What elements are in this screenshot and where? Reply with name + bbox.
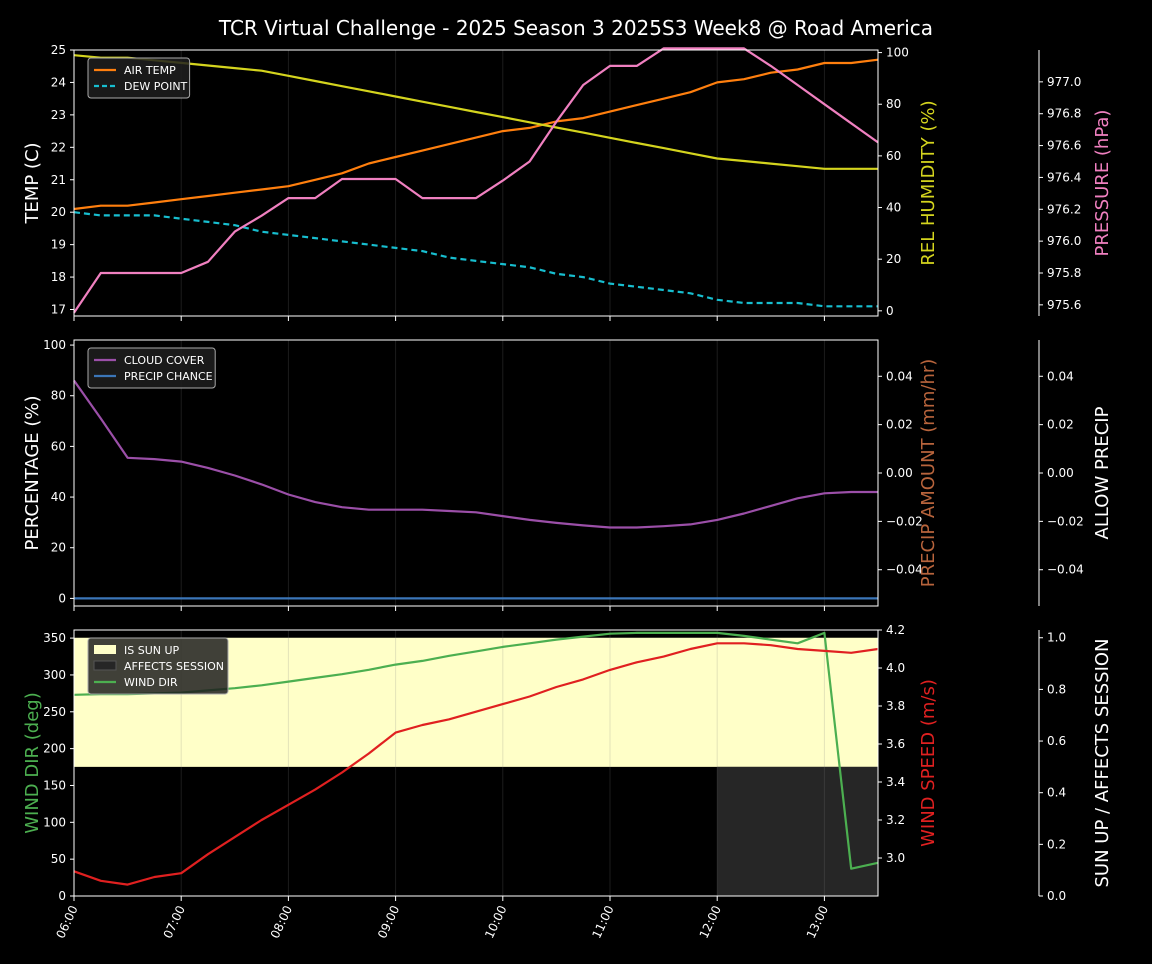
- left-tick-label: 350: [43, 631, 66, 645]
- right-axis-label: PRECIP AMOUNT (mm/hr): [918, 359, 939, 588]
- right-tick-label: 0: [886, 304, 894, 318]
- legend-frame: [87, 57, 191, 99]
- plot-frame: [73, 49, 879, 317]
- right-axis-label: REL HUMIDITY (%): [918, 100, 939, 265]
- right-tick-label: 3.0: [886, 851, 905, 865]
- legend-label: DEW POINT: [124, 80, 188, 93]
- left-tick-label: 18: [51, 270, 66, 284]
- far-tick-label: 976.2: [1047, 202, 1081, 216]
- far-tick-label: 976.4: [1047, 170, 1081, 184]
- right-tick-label: 60: [886, 149, 901, 163]
- right-axis-label: WIND SPEED (m/s): [918, 679, 939, 847]
- left-tick-label: 0: [58, 591, 66, 605]
- right-tick-label: 3.2: [886, 813, 905, 827]
- far-tick-label: 977.0: [1047, 75, 1081, 89]
- far-tick-label: 975.6: [1047, 298, 1081, 312]
- far-tick-label: −0.04: [1047, 563, 1084, 577]
- plot-frame: [73, 629, 879, 897]
- legend-swatch: [94, 645, 116, 654]
- legend-swatch: [93, 660, 117, 671]
- left-tick-label: 150: [43, 778, 66, 792]
- legend-frame: [87, 347, 216, 389]
- far-tick-label: 0.6: [1047, 734, 1066, 748]
- far-tick-label: 0.2: [1047, 837, 1066, 851]
- left-tick-label: 25: [51, 43, 66, 57]
- right-tick-label: 4.0: [886, 661, 905, 675]
- series-wind-speed: [73, 642, 879, 886]
- left-tick-label: 22: [51, 140, 66, 154]
- far-tick-label: 1.0: [1047, 631, 1066, 645]
- chart-title: TCR Virtual Challenge - 2025 Season 3 20…: [218, 16, 933, 40]
- left-axis-label: PERCENTAGE (%): [22, 395, 43, 550]
- panel-cloud: 0 20 40 60 80 100 −0.04 −0.02 0.00 0.02 0.04 −0.04 −…: [22, 338, 1113, 611]
- panel-wind: 0 50 100 150 200 250 300 350 3.0 3.2 3.4 3.6 3.8 4.0 4…: [22, 623, 1113, 941]
- far-axis-label: SUN UP / AFFECTS SESSION: [1092, 638, 1113, 887]
- right-tick-label: 80: [886, 97, 901, 111]
- right-tick-label: 40: [886, 201, 901, 215]
- left-tick-label: 200: [43, 742, 66, 756]
- left-tick-label: 100: [43, 815, 66, 829]
- series-dew-point: [73, 211, 878, 308]
- far-tick-label: 976.6: [1047, 139, 1081, 153]
- left-tick-label: 40: [51, 490, 66, 504]
- far-tick-label: 0.02: [1047, 418, 1074, 432]
- series-cloud-cover: [73, 379, 878, 529]
- series-pressure: [73, 47, 879, 314]
- legend-label: CLOUD COVER: [124, 354, 205, 367]
- left-tick-label: 50: [51, 852, 66, 866]
- left-tick-label: 20: [51, 205, 66, 219]
- left-tick-label: 24: [51, 75, 66, 89]
- far-tick-label: 0.4: [1047, 786, 1066, 800]
- far-tick-label: −0.02: [1047, 514, 1084, 528]
- far-tick-label: 0.00: [1047, 466, 1074, 480]
- left-tick-label: 60: [51, 439, 66, 453]
- legend-label: AIR TEMP: [124, 64, 176, 77]
- series-air-temp: [73, 58, 879, 211]
- far-axis-label: ALLOW PRECIP: [1092, 406, 1113, 539]
- right-tick-label: −0.02: [886, 514, 923, 528]
- legend: CLOUD COVER PRECIP CHANCE: [87, 347, 216, 389]
- legend-frame: [87, 637, 229, 695]
- left-tick-label: 21: [51, 173, 66, 187]
- far-tick-label: 0.8: [1047, 682, 1066, 696]
- left-tick-label: 300: [43, 668, 66, 682]
- right-tick-label: −0.04: [886, 563, 923, 577]
- right-tick-label: 0.00: [886, 466, 913, 480]
- band-affects-session: [717, 766, 878, 896]
- left-axis-label: TEMP (C): [22, 142, 43, 224]
- far-tick-label: 976.8: [1047, 107, 1081, 121]
- left-tick-label: 250: [43, 705, 66, 719]
- left-tick-label: 100: [43, 338, 66, 352]
- legend: AIR TEMP DEW POINT: [87, 57, 191, 99]
- series-rel-humidity: [73, 54, 878, 170]
- far-axis-label: PRESSURE (hPa): [1092, 110, 1113, 257]
- left-tick-label: 17: [51, 303, 66, 317]
- left-tick-label: 0: [58, 889, 66, 903]
- right-tick-label: 0.04: [886, 369, 913, 383]
- left-tick-label: 23: [51, 108, 66, 122]
- far-tick-label: 0.0: [1047, 889, 1066, 903]
- far-tick-label: 976.0: [1047, 234, 1081, 248]
- legend: IS SUN UP AFFECTS SESSION WIND DIR: [87, 637, 229, 695]
- far-tick-label: 0.04: [1047, 369, 1074, 383]
- right-tick-label: 3.4: [886, 775, 905, 789]
- legend-label: WIND DIR: [124, 676, 178, 689]
- right-tick-label: 0.02: [886, 418, 913, 432]
- legend-label: AFFECTS SESSION: [124, 660, 224, 673]
- right-tick-label: 3.6: [886, 737, 905, 751]
- right-tick-label: 100: [886, 46, 909, 60]
- panel-temperature: 17 18 19 20 21 22 23 24 25 0 20 40 60 80 100 975.6 975.8…: [22, 43, 1113, 321]
- left-tick-label: 19: [51, 238, 66, 252]
- left-tick-label: 20: [51, 541, 66, 555]
- left-axis-label: WIND DIR (deg): [22, 692, 43, 834]
- legend-label: PRECIP CHANCE: [124, 370, 213, 383]
- legend-label: IS SUN UP: [124, 644, 180, 657]
- left-tick-label: 80: [51, 389, 66, 403]
- right-tick-label: 20: [886, 252, 901, 266]
- far-tick-label: 975.8: [1047, 266, 1081, 280]
- right-tick-label: 4.2: [886, 623, 905, 637]
- right-tick-label: 3.8: [886, 699, 905, 713]
